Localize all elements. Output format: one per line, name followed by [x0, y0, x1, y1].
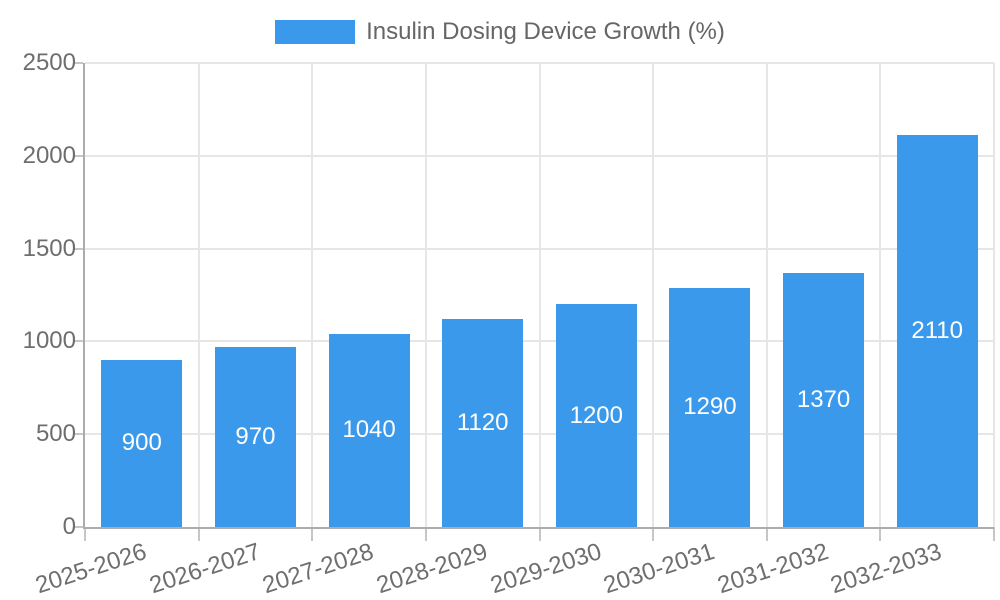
legend-label: Insulin Dosing Device Growth (%) [366, 18, 725, 45]
bar-value-label: 1120 [456, 409, 509, 437]
bar-value-label: 2110 [911, 317, 963, 345]
bar-value-label: 1200 [569, 401, 623, 429]
x-tick-label: 2027-2028 [259, 538, 378, 600]
bar-value-label: 970 [235, 422, 276, 450]
bar-value-label: 900 [121, 429, 162, 457]
x-tick-mark [993, 527, 995, 541]
x-tick-mark [879, 527, 882, 541]
y-tick-label: 2000 [22, 141, 76, 169]
bar-value-label: 1370 [796, 385, 851, 413]
x-tick-mark [424, 527, 427, 541]
x-axis-line [83, 527, 994, 529]
x-tick-label: 2030-2031 [600, 538, 718, 600]
y-tick-label: 0 [62, 513, 76, 540]
y-tick-mark [74, 340, 83, 343]
x-tick-mark [765, 527, 768, 541]
x-tick-mark [84, 527, 86, 541]
bar-value-label: 1040 [342, 416, 396, 444]
y-tick-mark [74, 526, 83, 528]
legend-swatch[interactable] [275, 20, 356, 44]
bar[interactable]: 900 [101, 359, 183, 527]
bar-value-label: 1290 [683, 393, 737, 421]
bar[interactable]: 1370 [783, 272, 865, 527]
gridline-v [197, 63, 200, 527]
x-tick-label: 2029-2030 [486, 538, 605, 600]
gridline-v [311, 63, 314, 527]
bar[interactable]: 2110 [896, 135, 978, 527]
x-tick-mark [652, 527, 655, 541]
x-tick-label: 2031-2032 [714, 538, 832, 600]
y-tick-label: 2500 [22, 49, 76, 76]
x-tick-label: 2025-2026 [32, 538, 150, 600]
x-tick-mark [311, 527, 314, 541]
legend: Insulin Dosing Device Growth (%) [0, 18, 1000, 46]
x-tick-label: 2028-2029 [373, 538, 491, 600]
bar[interactable]: 970 [214, 346, 296, 527]
y-tick-label: 500 [35, 420, 76, 448]
bar[interactable]: 1120 [442, 319, 524, 527]
gridline-v [993, 63, 995, 527]
gridline-v [538, 63, 541, 527]
y-axis-line [83, 63, 85, 529]
gridline-v [765, 63, 768, 527]
bar[interactable]: 1290 [669, 287, 751, 527]
x-tick-mark [538, 527, 541, 541]
x-tick-label: 2032-2033 [827, 538, 946, 600]
x-tick-label: 2026-2027 [145, 538, 264, 600]
y-tick-mark [74, 433, 83, 436]
gridline-v [424, 63, 427, 527]
y-tick-mark [74, 62, 83, 64]
gridline-v [879, 63, 882, 527]
y-tick-mark [74, 154, 83, 157]
bar[interactable]: 1200 [555, 304, 637, 527]
gridline-v [652, 63, 655, 527]
x-tick-mark [197, 527, 200, 541]
y-tick-label: 1500 [22, 234, 76, 262]
plot-area: 0 500 1000 1500 2000 2500 900 2025-2026 970 2026-… [23, 51, 995, 599]
y-tick-label: 1000 [22, 327, 76, 355]
y-tick-mark [74, 247, 83, 250]
bar[interactable]: 1040 [328, 333, 410, 527]
